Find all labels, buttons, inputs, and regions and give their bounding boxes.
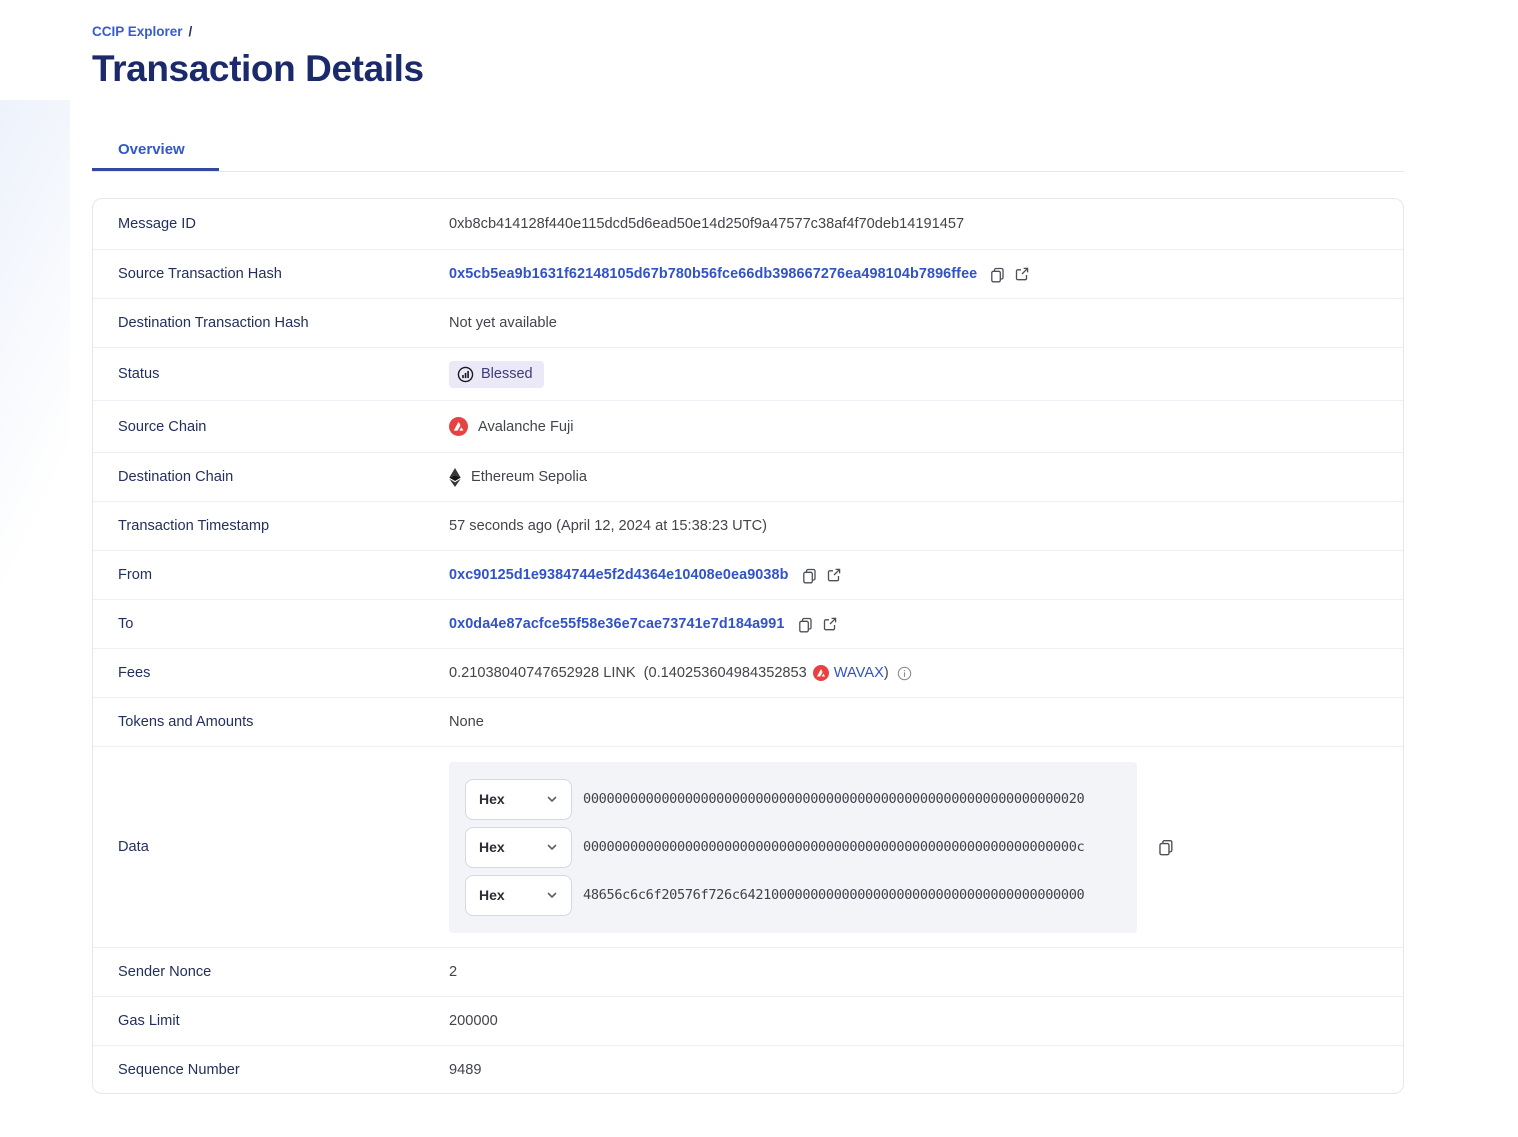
hex-data-line-1: 0000000000000000000000000000000000000000… [583, 791, 1085, 807]
fees-link-amount: 0.21038040747652928 LINK [449, 665, 636, 681]
dest-chain-name: Ethereum Sepolia [471, 469, 588, 485]
breadcrumb-separator: / [188, 24, 193, 39]
ethereum-logo-icon [449, 467, 461, 487]
data-line: Hex 000000000000000000000000000000000000… [465, 826, 1121, 868]
page-title: Transaction Details [92, 48, 424, 89]
chevron-down-icon [547, 844, 557, 850]
source-chain-label: Source Chain [118, 418, 207, 435]
copy-icon[interactable] [1157, 838, 1175, 856]
row-source-chain: Source Chain Avalanche Fuji [93, 400, 1403, 452]
row-data: Data Hex 0000000000000000000000000000000… [93, 746, 1403, 947]
row-source-tx-hash: Source Transaction Hash 0x5cb5ea9b1631f6… [93, 249, 1403, 298]
row-message-id: Message ID 0xb8cb414128f440e115dcd5d6ead… [93, 199, 1403, 249]
breadcrumb-link-ccip-explorer[interactable]: CCIP Explorer [92, 24, 183, 39]
status-label: Status [118, 366, 160, 382]
row-to: To 0x0da4e87acfce55f58e36e7cae73741e7d18… [93, 599, 1403, 648]
source-tx-hash-label: Source Transaction Hash [118, 266, 282, 282]
status-badge: Blessed [449, 360, 544, 388]
sequence-number-value: 9489 [449, 1061, 482, 1078]
copy-icon[interactable] [989, 266, 1006, 283]
copy-icon[interactable] [797, 616, 814, 633]
tab-bar: Overview [92, 130, 1404, 172]
data-line: Hex 000000000000000000000000000000000000… [465, 778, 1121, 820]
wavax-token-link[interactable]: WAVAX [833, 665, 884, 681]
row-sender-nonce: Sender Nonce 2 [93, 947, 1403, 996]
data-line: Hex 48656c6c6f20576f726c6421000000000000… [465, 874, 1121, 916]
fees-converted-amount: (0.140253604984352853 [643, 665, 807, 681]
from-label: From [118, 567, 153, 583]
tokens-label: Tokens and Amounts [118, 714, 254, 730]
tokens-value: None [449, 714, 484, 730]
to-label: To [118, 616, 134, 632]
row-tokens: Tokens and Amounts None [93, 697, 1403, 746]
sequence-number-label: Sequence Number [118, 1061, 240, 1078]
hex-encoding-select[interactable]: Hex [465, 874, 572, 916]
hex-select-label: Hex [479, 791, 505, 807]
timestamp-value: 57 seconds ago (April 12, 2024 at 15:38:… [449, 518, 768, 534]
row-dest-tx-hash: Destination Transaction Hash Not yet ava… [93, 298, 1403, 347]
dest-tx-hash-label: Destination Transaction Hash [118, 315, 309, 331]
row-gas-limit: Gas Limit 200000 [93, 996, 1403, 1045]
row-from: From 0xc90125d1e9384744e5f2d4364e10408e0… [93, 550, 1403, 599]
row-status: Status Blessed [93, 347, 1403, 400]
avalanche-logo-icon [812, 665, 829, 681]
gas-limit-value: 200000 [449, 1013, 498, 1029]
hex-data-line-3: 48656c6c6f20576f726c64210000000000000000… [583, 887, 1085, 903]
hex-encoding-select[interactable]: Hex [465, 826, 572, 868]
external-link-icon[interactable] [826, 567, 842, 583]
dest-chain-label: Destination Chain [118, 469, 234, 485]
timestamp-label: Transaction Timestamp [118, 518, 270, 534]
sender-nonce-value: 2 [449, 964, 458, 980]
hex-encoding-select[interactable]: Hex [465, 778, 572, 820]
breadcrumb: CCIP Explorer / [92, 24, 1404, 39]
source-tx-hash-link[interactable]: 0x5cb5ea9b1631f62148105d67b780b56fce66db… [449, 266, 978, 282]
chevron-down-icon [547, 892, 557, 898]
fees-label: Fees [118, 665, 151, 681]
sender-nonce-label: Sender Nonce [118, 964, 212, 980]
info-icon[interactable] [897, 666, 912, 681]
hex-data-line-2: 0000000000000000000000000000000000000000… [583, 839, 1085, 855]
avalanche-logo-icon [449, 417, 468, 436]
gas-limit-label: Gas Limit [118, 1013, 180, 1029]
external-link-icon[interactable] [822, 616, 838, 632]
hex-select-label: Hex [479, 839, 505, 855]
from-address-link[interactable]: 0xc90125d1e9384744e5f2d4364e10408e0ea903… [449, 567, 789, 583]
background-gradient [0, 100, 70, 670]
message-id-label: Message ID [118, 216, 196, 232]
row-dest-chain: Destination Chain Ethereum Sepolia [93, 452, 1403, 501]
data-hex-box: Hex 000000000000000000000000000000000000… [449, 761, 1137, 933]
signal-bars-icon [457, 366, 474, 383]
status-badge-text: Blessed [481, 366, 533, 382]
to-address-link[interactable]: 0x0da4e87acfce55f58e36e7cae73741e7d184a9… [449, 616, 785, 632]
transaction-details-card: Message ID 0xb8cb414128f440e115dcd5d6ead… [92, 198, 1404, 1094]
message-id-value: 0xb8cb414128f440e115dcd5d6ead50e14d250f9… [449, 216, 965, 232]
row-sequence-number: Sequence Number 9489 [93, 1045, 1403, 1093]
row-timestamp: Transaction Timestamp 57 seconds ago (Ap… [93, 501, 1403, 550]
dest-tx-hash-value: Not yet available [449, 315, 557, 331]
hex-select-label: Hex [479, 887, 505, 903]
fees-close-paren: ) [883, 665, 889, 681]
data-label: Data [118, 839, 149, 855]
copy-icon[interactable] [801, 567, 818, 584]
tab-overview[interactable]: Overview [92, 130, 219, 171]
source-chain-name: Avalanche Fuji [478, 418, 574, 435]
external-link-icon[interactable] [1014, 266, 1030, 282]
main-content: CCIP Explorer / Transaction Details Over… [92, 0, 1404, 1094]
chevron-down-icon [547, 796, 557, 802]
row-fees: Fees 0.21038040747652928 LINK (0.1402536… [93, 648, 1403, 697]
